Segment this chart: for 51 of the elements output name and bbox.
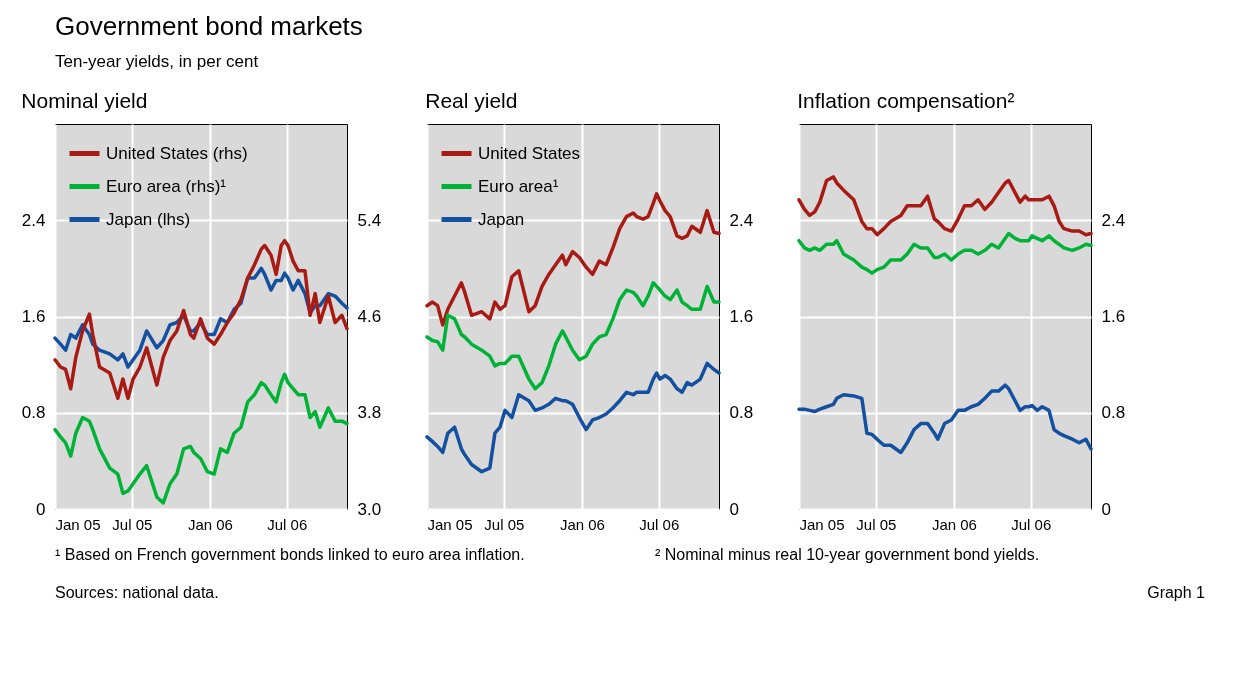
x-tick-label: Jan 05	[55, 515, 101, 533]
y2-tick-label: 3.0	[357, 499, 382, 519]
chart-title: Inflation compensation²	[797, 89, 1015, 112]
x-tick-label: Jul 06	[1011, 515, 1052, 533]
y-tick-label: 2.4	[21, 210, 46, 230]
legend-label: Japan (lhs)	[106, 209, 191, 229]
x-tick-label: Jan 06	[931, 515, 977, 533]
legend-label: Euro area (rhs)¹	[106, 176, 227, 196]
x-tick-label: Jan 05	[799, 515, 845, 533]
line-series	[53, 372, 349, 505]
x-tick-label: Jul 05	[856, 515, 897, 533]
source-note: Sources: national data.	[55, 584, 219, 601]
y2-tick-label: 0	[729, 499, 739, 519]
line-series	[425, 361, 721, 474]
y2-tick-label: 2.4	[1101, 210, 1126, 230]
line-series	[53, 238, 349, 401]
line-series	[425, 192, 721, 327]
y2-tick-label: 0	[1101, 499, 1111, 519]
x-tick-label: Jul 06	[639, 515, 680, 533]
legend-label: United States	[478, 143, 581, 163]
chart-title: Real yield	[425, 89, 518, 112]
text: Government bond markets	[55, 11, 363, 41]
line-series	[425, 281, 721, 391]
x-tick-label: Jan 06	[187, 515, 233, 533]
y2-tick-label: 5.4	[357, 210, 382, 230]
legend-label: Euro area¹	[478, 176, 559, 196]
y2-tick-label: 3.8	[357, 403, 382, 423]
line-series	[797, 383, 1093, 455]
text: ² Nominal minus real 10-year government bond yields.	[655, 546, 1040, 563]
legend-label: Japan	[478, 209, 525, 229]
text: ¹ Based on French government bonds linked to euro area inflation.	[55, 546, 525, 563]
y-tick-label: 0	[36, 499, 46, 519]
y2-tick-label: 2.4	[729, 210, 754, 230]
x-tick-label: Jan 05	[427, 515, 473, 533]
x-tick-label: Jul 05	[112, 515, 153, 533]
y2-tick-label: 0.8	[729, 403, 754, 423]
y-tick-label: 1.6	[21, 307, 46, 326]
caption: Graph 1	[1147, 584, 1206, 601]
x-tick-label: Jul 05	[484, 515, 525, 533]
x-tick-label: Jan 06	[559, 515, 605, 533]
y2-tick-label: 0.8	[1101, 403, 1126, 423]
chart-title: Nominal yield	[21, 89, 148, 112]
text: Ten-year yields, in per cent	[55, 52, 259, 71]
line-series	[797, 175, 1093, 237]
line-series	[797, 231, 1093, 275]
y-tick-label: 0.8	[21, 403, 46, 423]
legend-label: United States (rhs)	[106, 143, 248, 163]
y2-tick-label: 4.6	[357, 307, 382, 326]
x-tick-label: Jul 06	[267, 515, 308, 533]
y2-tick-label: 1.6	[729, 307, 754, 326]
y2-tick-label: 1.6	[1101, 307, 1126, 326]
